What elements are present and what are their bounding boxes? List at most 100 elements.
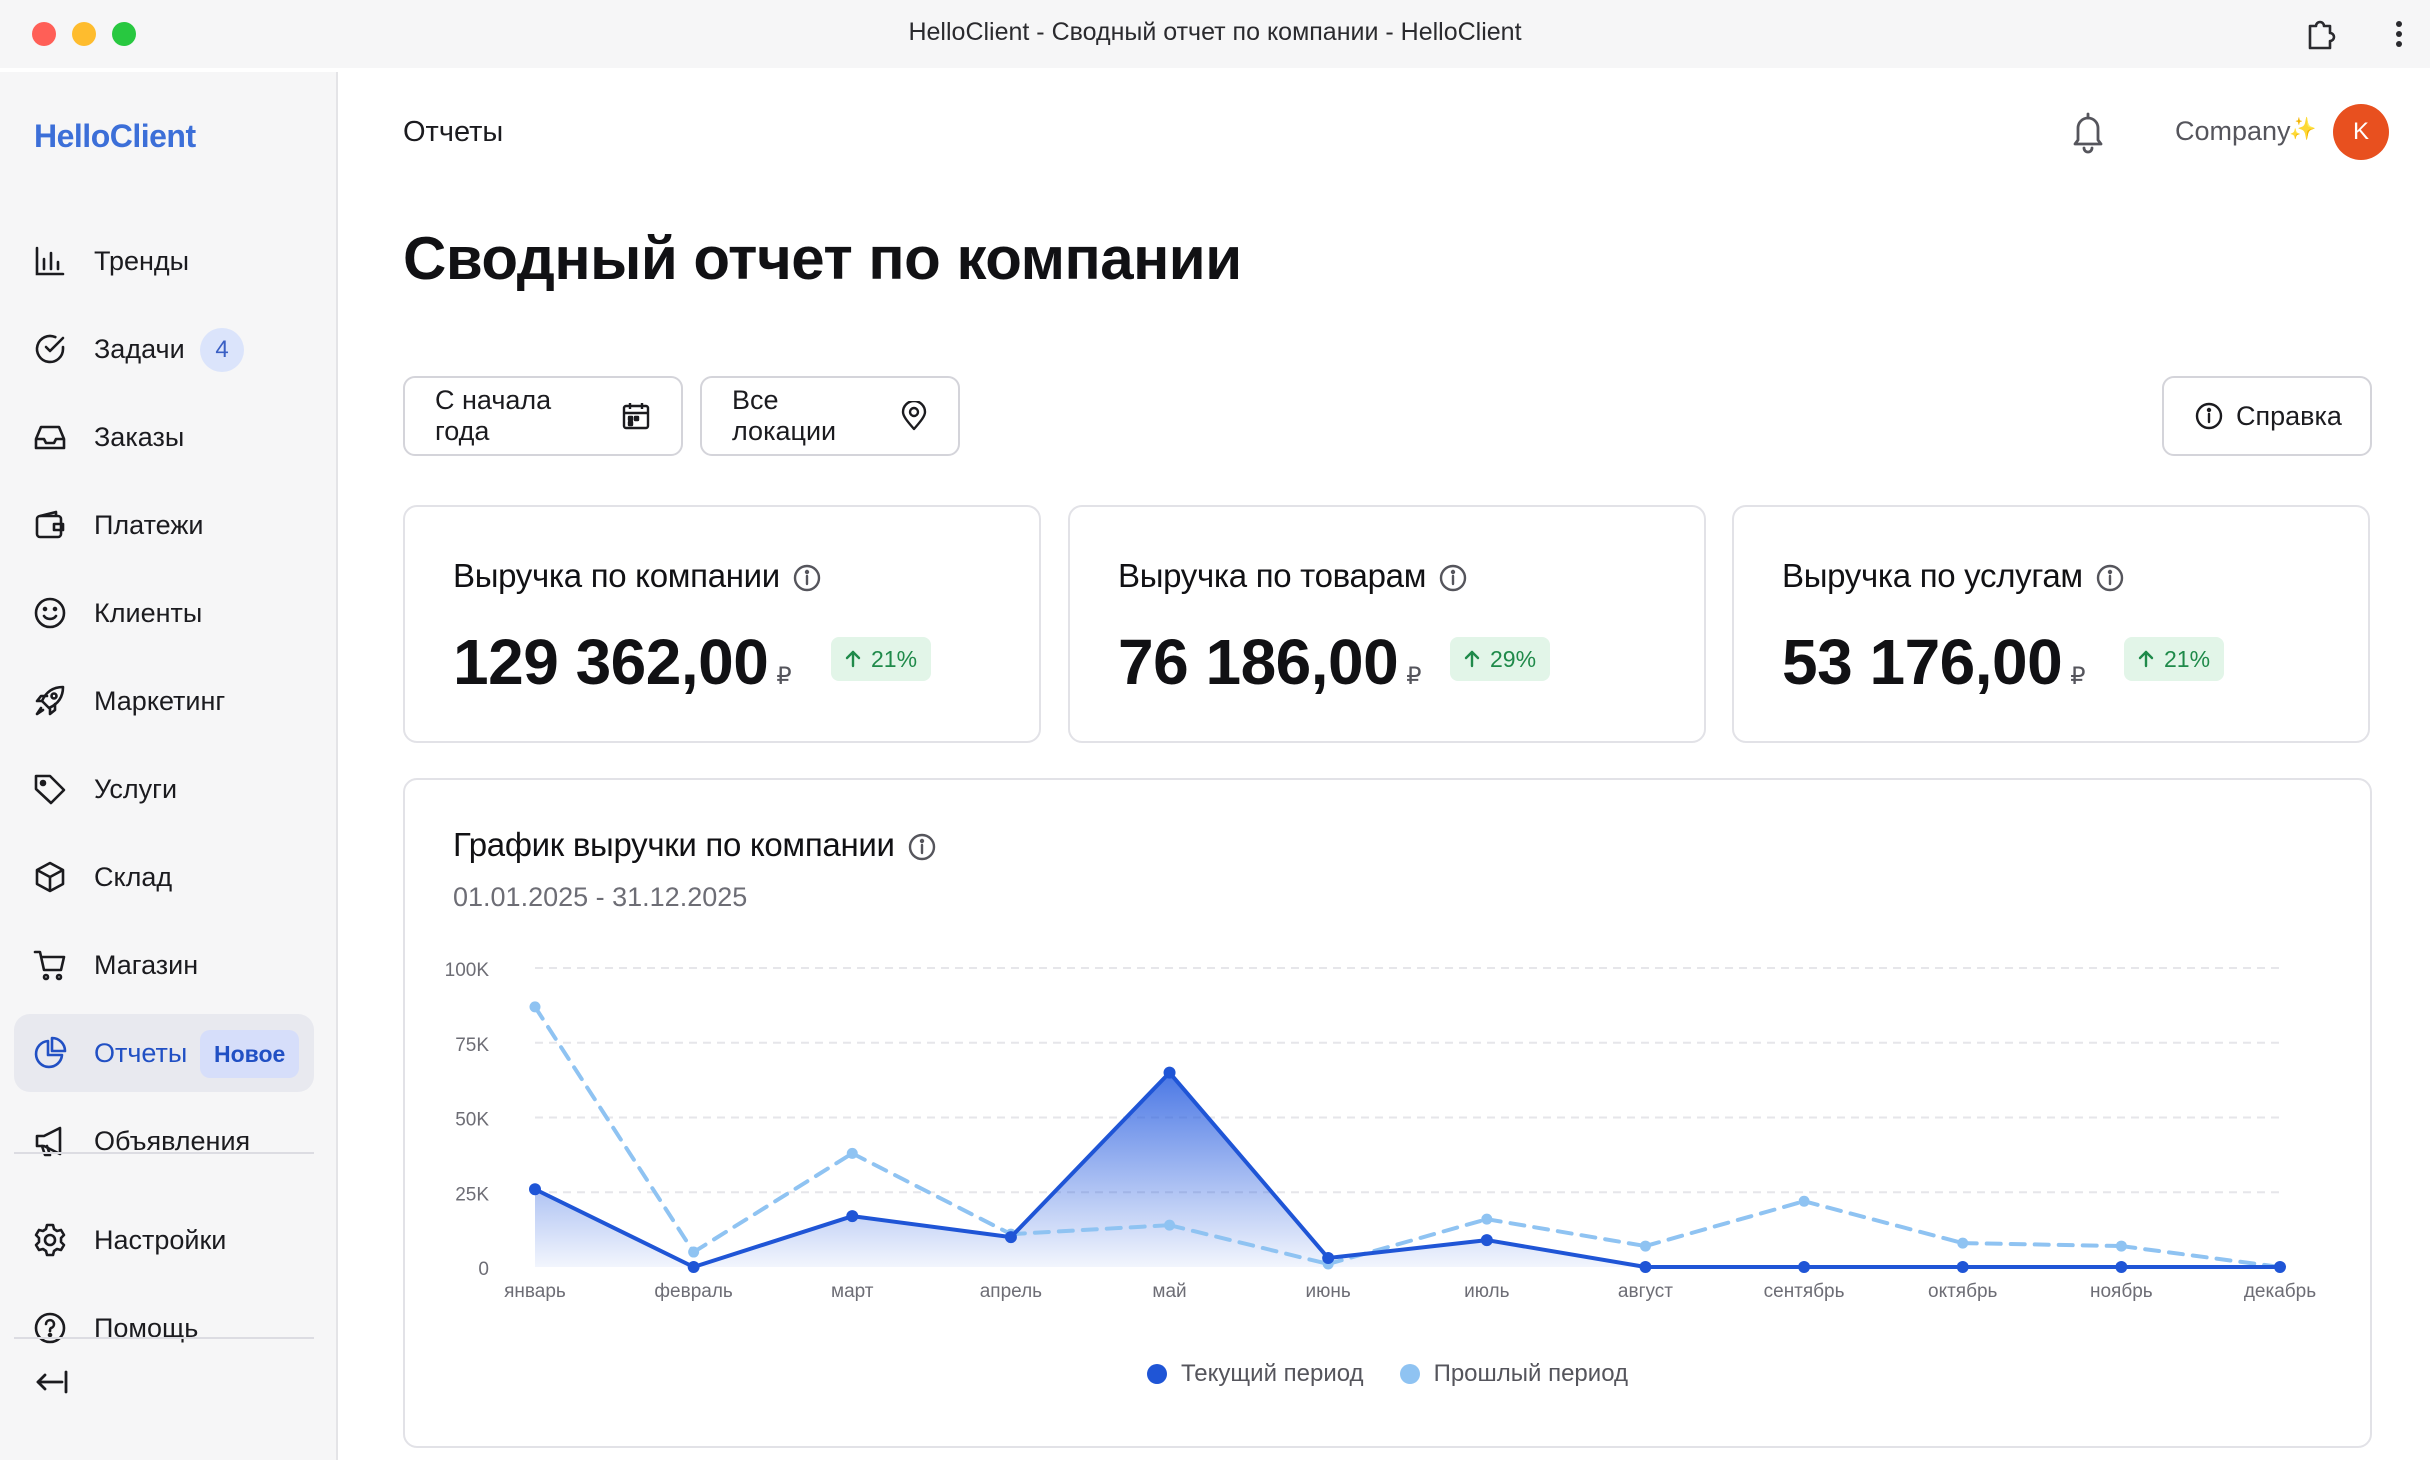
- kpi-card-title: Выручка по товарам: [1118, 557, 1468, 595]
- check-circle-icon: [35, 334, 65, 364]
- x-tick-label: декабрь: [2244, 1281, 2316, 1302]
- current-series-point: [2115, 1261, 2128, 1273]
- previous-series-line-segment: [1167, 1223, 1331, 1267]
- sidebar-item-ads[interactable]: Объявления: [14, 1102, 314, 1180]
- cart-icon: [33, 950, 66, 981]
- kpi-card-title: Выручка по компании: [453, 557, 822, 595]
- previous-series-line-segment: [1960, 1241, 2124, 1249]
- legend-item-current[interactable]: Текущий период: [1146, 1360, 1364, 1388]
- kpi-card-title-text: Выручка по товарам: [1118, 557, 1427, 594]
- info-icon[interactable]: [907, 832, 937, 862]
- kpi-card-title: Выручка по услугам: [1782, 557, 2125, 595]
- current-series-line-segment: [850, 1214, 1013, 1240]
- bell-icon[interactable]: [2068, 110, 2108, 154]
- sidebar-item-clients[interactable]: Клиенты: [14, 574, 314, 652]
- extension-puzzle-icon[interactable]: [2300, 14, 2340, 54]
- sidebar-item-settings[interactable]: Настройки: [14, 1201, 314, 1279]
- delta-badge: 21%: [831, 637, 932, 681]
- info-icon[interactable]: [792, 563, 822, 593]
- sidebar-item-marketing[interactable]: Маркетинг: [14, 662, 314, 740]
- app-logo[interactable]: HelloClient: [34, 118, 196, 154]
- previous-series-point: [1481, 1213, 1493, 1225]
- sidebar-item-warehouse[interactable]: Склад: [14, 838, 314, 916]
- chart-title-text: График выручки по компании: [453, 826, 895, 863]
- info-icon[interactable]: [1438, 563, 1468, 593]
- current-series-point: [1163, 1066, 1176, 1079]
- sidebar-item-label: Магазин: [94, 949, 199, 980]
- previous-series-point: [688, 1246, 700, 1258]
- info-icon: [2195, 402, 2223, 430]
- legend-item-previous[interactable]: Прошлый период: [1399, 1360, 1629, 1388]
- sidebar-item-label: Заказы: [94, 421, 185, 452]
- sidebar-item-label: Отчеты: [94, 1037, 188, 1068]
- kpi-value-number: 129 362,00: [453, 626, 769, 698]
- help-button[interactable]: Справка: [2162, 376, 2372, 456]
- chart-title: График выручки по компании: [453, 826, 937, 864]
- x-tick-label: апрель: [980, 1281, 1042, 1302]
- bar-chart-icon: [35, 246, 65, 276]
- info-icon[interactable]: [2095, 563, 2125, 593]
- minimize-window-button[interactable]: [72, 22, 96, 46]
- current-series-point: [1322, 1252, 1335, 1265]
- kpi-card-company-revenue: Выручка по компании 129 362,00 ₽ 21%: [403, 505, 1041, 743]
- arrow-up-icon: [845, 650, 861, 668]
- collapse-sidebar-icon[interactable]: [32, 1362, 72, 1402]
- y-tick-label: 50K: [455, 1110, 489, 1131]
- current-series-point: [1798, 1261, 1811, 1273]
- location-filter-button[interactable]: Все локации: [700, 376, 960, 456]
- x-tick-label: ноябрь: [2090, 1281, 2153, 1302]
- previous-series-line-segment: [1643, 1199, 1807, 1249]
- company-sparkle: ✨: [2289, 116, 2317, 141]
- current-series-line-segment: [691, 1214, 855, 1269]
- maximize-window-button[interactable]: [112, 22, 136, 46]
- sidebar-item-shop[interactable]: Магазин: [14, 926, 314, 1004]
- period-filter-button[interactable]: С начала года: [403, 376, 683, 456]
- current-series-line-segment: [533, 1187, 696, 1269]
- previous-series-point: [846, 1147, 858, 1159]
- x-tick-label: октябрь: [1928, 1281, 1998, 1302]
- x-tick-label: август: [1618, 1281, 1673, 1302]
- pie-chart-icon: [34, 1036, 67, 1069]
- close-window-button[interactable]: [32, 22, 56, 46]
- current-series-line-segment: [1484, 1238, 1648, 1269]
- box-icon: [35, 861, 65, 893]
- current-series-point: [529, 1183, 541, 1196]
- delta-value: 21%: [2164, 645, 2211, 672]
- y-tick-label: 25K: [455, 1184, 489, 1205]
- sidebar-item-trends[interactable]: Тренды: [14, 222, 314, 300]
- sidebar-item-orders[interactable]: Заказы: [14, 398, 314, 476]
- sidebar-divider: [14, 1152, 314, 1154]
- sidebar-item-help[interactable]: Помощь: [14, 1289, 314, 1367]
- current-series-point: [687, 1261, 700, 1273]
- sidebar-item-payments[interactable]: Платежи: [14, 486, 314, 564]
- previous-series-line-segment: [850, 1151, 1013, 1237]
- company-switcher[interactable]: Company: [2175, 116, 2291, 146]
- currency-symbol: ₽: [776, 663, 792, 690]
- x-tick-label: сентябрь: [1764, 1281, 1845, 1302]
- avatar[interactable]: K: [2333, 104, 2389, 160]
- sidebar-item-tasks[interactable]: Задачи 4: [14, 310, 314, 388]
- sidebar-item-label: Услуги: [94, 773, 178, 804]
- map-pin-icon: [901, 401, 927, 431]
- revenue-line-chart: 0 25K 50K 75K 100K январь февраль март апрель май…: [445, 960, 2317, 1302]
- current-series-point: [1004, 1231, 1017, 1244]
- current-series-point: [1480, 1234, 1493, 1247]
- location-filter-label: Все локации: [732, 385, 837, 446]
- current-series-point: [846, 1210, 859, 1223]
- previous-series-line-segment: [1802, 1199, 1965, 1246]
- sidebar-divider: [14, 1337, 314, 1339]
- legend-label: Прошлый период: [1433, 1360, 1629, 1387]
- sidebar-item-reports[interactable]: Отчеты Новое: [14, 1014, 314, 1092]
- previous-series-line-segment: [533, 1004, 696, 1255]
- current-series-point: [1956, 1261, 1969, 1273]
- kpi-value-number: 76 186,00: [1118, 626, 1399, 698]
- breadcrumb: Отчеты: [403, 116, 504, 148]
- more-menu-icon[interactable]: [2384, 14, 2414, 54]
- sidebar-item-services[interactable]: Услуги: [14, 750, 314, 828]
- help-circle-icon: [34, 1312, 66, 1344]
- currency-symbol: ₽: [1406, 663, 1421, 690]
- sidebar: HelloClient Тренды Задачи 4 Заказы Плате…: [0, 72, 338, 1460]
- current-series-line-segment: [1167, 1070, 1331, 1261]
- arrow-up-icon: [2138, 650, 2154, 668]
- current-series-line-segment: [1008, 1070, 1172, 1240]
